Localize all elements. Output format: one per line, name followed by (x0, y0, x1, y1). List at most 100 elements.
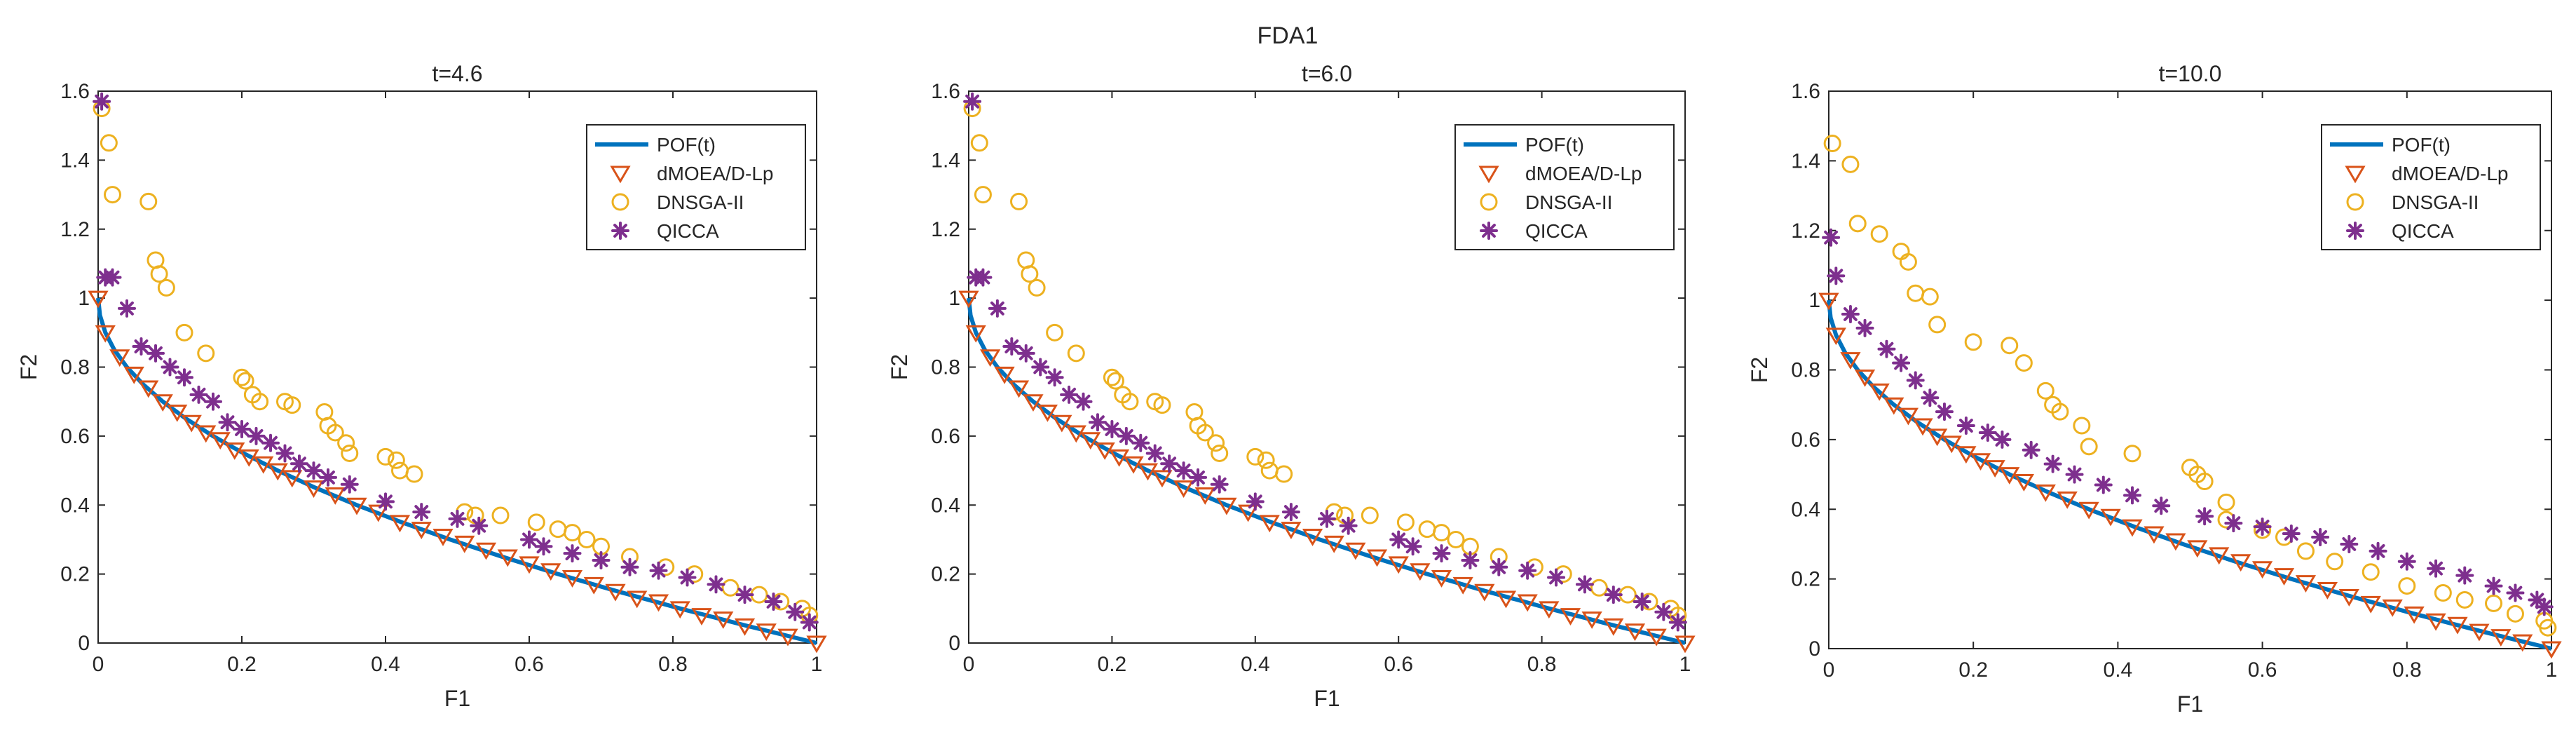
data-point (2397, 552, 2416, 571)
data-point (1216, 497, 1237, 515)
data-point (470, 516, 489, 535)
data-point (251, 393, 269, 411)
data-point (970, 134, 988, 152)
data-point (1302, 529, 1323, 546)
data-point (2282, 525, 2301, 543)
data-point (95, 325, 116, 343)
data-point (448, 509, 467, 528)
data-point (1999, 467, 2020, 485)
data-point (1196, 424, 1214, 442)
data-point (1431, 570, 1452, 588)
data-point (980, 349, 1001, 367)
data-point (1153, 396, 1171, 414)
y-tick-label: 1.6 (931, 80, 960, 103)
data-point (1490, 557, 1508, 576)
data-point (1892, 353, 1911, 372)
data-point (1539, 601, 1560, 619)
data-point (1281, 522, 1302, 540)
data-point (1447, 530, 1465, 548)
data-point (2528, 590, 2547, 609)
data-point (1108, 449, 1130, 467)
data-point (735, 586, 754, 604)
data-point (713, 611, 734, 629)
legend-label: POF(t) (657, 134, 716, 156)
data-point (1978, 423, 1997, 442)
data-point (1160, 454, 1179, 473)
data-point (261, 433, 280, 452)
data-point (1366, 549, 1388, 567)
data-point (2152, 496, 2171, 515)
data-point (204, 392, 222, 411)
x-tick-label: 0.6 (1384, 653, 1413, 676)
figure-title: FDA1 (1258, 22, 1318, 49)
data-point (1257, 451, 1275, 469)
data-point (100, 134, 118, 152)
y-axis-label: F2 (16, 354, 41, 380)
data-point (958, 290, 979, 309)
data-point (2043, 454, 2062, 473)
data-point (2506, 604, 2524, 623)
data-point (2296, 542, 2315, 560)
data-point (2447, 616, 2468, 635)
legend-swatch-marker (610, 165, 631, 184)
data-point (1088, 413, 1107, 432)
series-dmoea-d-lp (958, 290, 1696, 654)
data-point (669, 601, 690, 619)
data-point (1840, 352, 1861, 370)
data-point (2144, 526, 2165, 544)
legend-label: dMOEA/D-Lp (657, 163, 774, 184)
data-point (1825, 327, 1846, 346)
data-point (2360, 595, 2381, 614)
data-point (337, 434, 355, 452)
data-point (1210, 475, 1229, 494)
y-tick-label: 0.8 (60, 356, 90, 379)
data-point (1117, 426, 1136, 445)
y-tick-label: 1.2 (60, 218, 90, 241)
legend-label: dMOEA/D-Lp (1525, 163, 1642, 184)
data-point (1046, 323, 1064, 341)
data-point (325, 487, 346, 505)
y-tick-label: 0.2 (60, 563, 90, 586)
x-axis-label: F1 (444, 686, 470, 711)
data-point (283, 396, 301, 414)
data-point (994, 366, 1015, 384)
data-point (432, 529, 454, 546)
data-point (2253, 518, 2272, 536)
x-tick-label: 0.6 (514, 653, 544, 676)
data-point (2209, 547, 2230, 565)
data-point (197, 344, 215, 363)
subplot-title: t=10.0 (2159, 61, 2222, 86)
data-point (1927, 428, 1948, 447)
data-point (138, 380, 159, 398)
data-point (2485, 594, 2503, 612)
data-point (1389, 530, 1408, 549)
y-tick-label: 1.4 (1791, 149, 1820, 173)
data-point (1121, 393, 1139, 411)
legend-label: QICCA (657, 220, 719, 242)
data-point (290, 454, 308, 473)
data-point (2015, 354, 2033, 372)
data-point (974, 186, 992, 204)
data-point (2362, 563, 2380, 581)
data-point (88, 290, 109, 309)
legend: POF(t) dMOEA/D-Lp DNSGA-II QICCA (1454, 124, 1675, 250)
data-point (1237, 504, 1259, 522)
data-point (1675, 635, 1696, 654)
y-tick-label: 0.8 (1791, 359, 1820, 382)
data-point (649, 561, 668, 580)
data-point (1877, 339, 1896, 358)
data-point (2369, 541, 2387, 560)
data-point (387, 451, 405, 469)
series-dmoea-d-lp (88, 290, 827, 654)
x-tick-label: 0.8 (658, 653, 688, 676)
data-point (1145, 444, 1164, 463)
data-point (2326, 553, 2344, 571)
legend-swatch-marker (2346, 222, 2364, 240)
data-point (561, 570, 583, 588)
x-axis-label: F1 (2177, 691, 2203, 717)
data-point (326, 424, 344, 442)
data-point (139, 192, 158, 210)
data-point (233, 368, 251, 386)
